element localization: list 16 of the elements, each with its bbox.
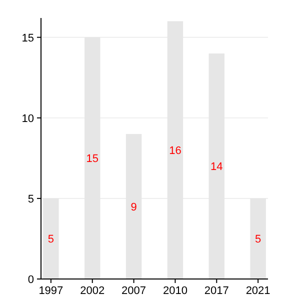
x-tick-label: 1997: [38, 285, 64, 297]
y-tick-label: 10: [22, 112, 34, 125]
x-tick-label: 2002: [80, 285, 105, 297]
data-label: 14: [210, 161, 223, 174]
x-tick-label: 2007: [122, 285, 146, 297]
y-tick-label: 0: [28, 274, 34, 286]
x-tick-label: 2021: [246, 285, 270, 297]
y-tick-label: 15: [22, 32, 34, 44]
data-label: 5: [254, 234, 262, 246]
data-label: 16: [169, 145, 182, 158]
y-tick-label: 5: [28, 193, 34, 206]
data-label: 15: [86, 153, 98, 166]
x-tick-label: 2010: [162, 285, 188, 297]
x-tick-label: 2017: [204, 285, 229, 297]
data-label: 5: [48, 234, 54, 246]
data-label: 9: [130, 202, 137, 214]
